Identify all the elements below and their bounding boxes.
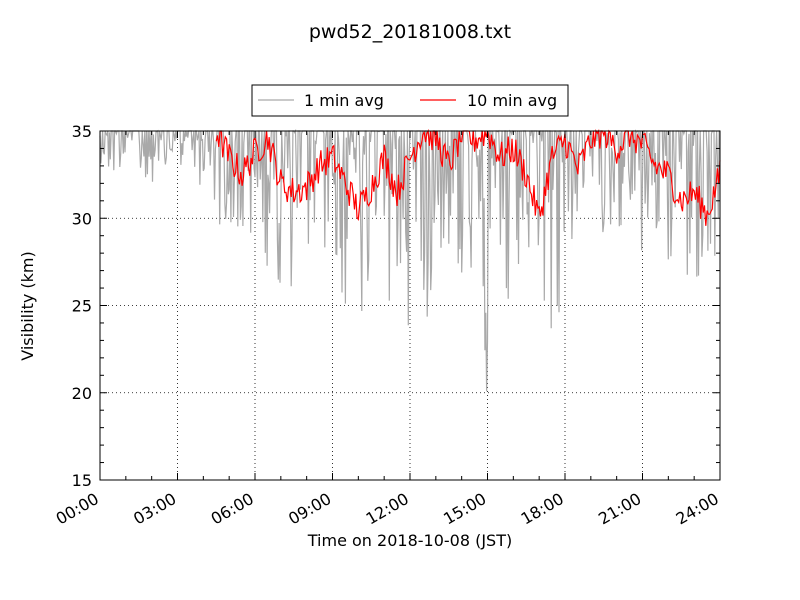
x-tick-label: 00:00 [53, 489, 102, 529]
y-tick-label: 30 [72, 209, 92, 228]
x-tick-label: 12:00 [363, 489, 412, 529]
grid [100, 131, 720, 480]
y-tick-label: 25 [72, 297, 92, 316]
x-tick-label: 09:00 [285, 489, 334, 529]
x-tick-label: 03:00 [130, 489, 179, 529]
legend: 1 min avg 10 min avg [251, 84, 569, 117]
x-tick-label: 24:00 [673, 489, 722, 529]
x-axis-label: Time on 2018-10-08 (JST) [307, 531, 512, 550]
x-tick-label: 15:00 [440, 489, 489, 529]
x-tick-label: 06:00 [208, 489, 257, 529]
y-tick-label: 35 [72, 122, 92, 141]
legend-label-1min: 1 min avg [304, 91, 384, 110]
legend-label-10min: 10 min avg [467, 91, 557, 110]
y-tick-label: 20 [72, 384, 92, 403]
y-axis-label: Visibility (km) [18, 251, 37, 360]
x-tick-label: 21:00 [595, 489, 644, 529]
legend-frame [251, 84, 569, 117]
chart-title: pwd52_20181008.txt [309, 21, 511, 43]
y-tick-label: 15 [72, 471, 92, 490]
x-tick-label: 18:00 [518, 489, 567, 529]
